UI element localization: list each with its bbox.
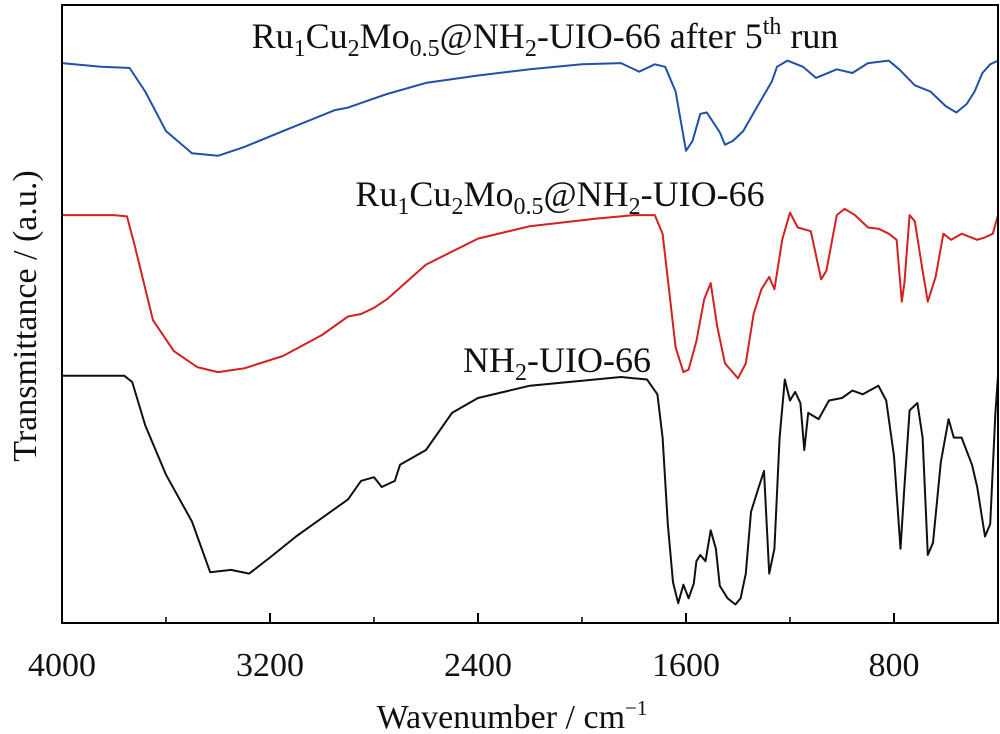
label-after-5th-run: Ru1Cu2Mo0.5@NH2-UIO-66 after 5th run (252, 14, 839, 62)
series-label-part: -UIO-66 (641, 174, 765, 214)
series-label-part: @NH (543, 174, 628, 214)
x-axis-label-main: Wavenumber / cm (377, 699, 625, 734)
series-after-5th-run (61, 59, 999, 157)
series-label-part: 1 (397, 194, 409, 220)
series-label-part: 2 (629, 194, 641, 220)
series-label-part: 2 (525, 36, 537, 62)
series-label-part: Ru (355, 174, 397, 214)
plot-frame (61, 4, 999, 624)
x-axis-label: Wavenumber / cm−1 (377, 696, 648, 734)
series-layer (61, 59, 999, 606)
series-label-part: th (763, 14, 782, 40)
x-tick-label: 4000 (28, 647, 96, 684)
series-labels: Ru1Cu2Mo0.5@NH2-UIO-66 after 5th runRu1C… (252, 14, 839, 386)
series-label-part: 2 (515, 360, 527, 386)
label-nh2-uio-66: NH2-UIO-66 (463, 340, 651, 386)
series-label-part: Cu (409, 174, 451, 214)
series-label-part: 2 (451, 194, 463, 220)
x-tick-label: 2400 (444, 647, 512, 684)
label-ru1cu2mo05-nh2-uio-66: Ru1Cu2Mo0.5@NH2-UIO-66 (355, 174, 764, 220)
y-axis-label: Transmittance / (a.u.) (7, 170, 44, 461)
series-label-part: Ru (252, 16, 294, 56)
x-tick-label: 1600 (652, 647, 720, 684)
x-tick-label: 800 (869, 647, 920, 684)
series-label-part: Mo (463, 174, 513, 214)
x-tick-label: 3200 (236, 647, 304, 684)
series-label-part: 1 (294, 36, 306, 62)
series-label-part: @NH (440, 16, 525, 56)
series-label-part: 2 (348, 36, 360, 62)
series-label-part: -UIO-66 (527, 340, 651, 380)
series-label-part: Cu (306, 16, 348, 56)
x-axis: 4000 3200 2400 1600 800 (28, 613, 999, 684)
series-label-part: 0.5 (513, 194, 543, 220)
series-nh2-uio-66 (62, 374, 999, 606)
series-ru1cu2mo05-nh2-uio-66 (62, 207, 999, 380)
x-axis-label-exponent: −1 (625, 696, 647, 720)
series-label-part: 0.5 (410, 36, 440, 62)
series-label-part: run (781, 16, 838, 56)
series-label-part: Mo (360, 16, 410, 56)
series-label-part: -UIO-66 after 5 (537, 16, 763, 56)
series-label-part: NH (463, 340, 515, 380)
